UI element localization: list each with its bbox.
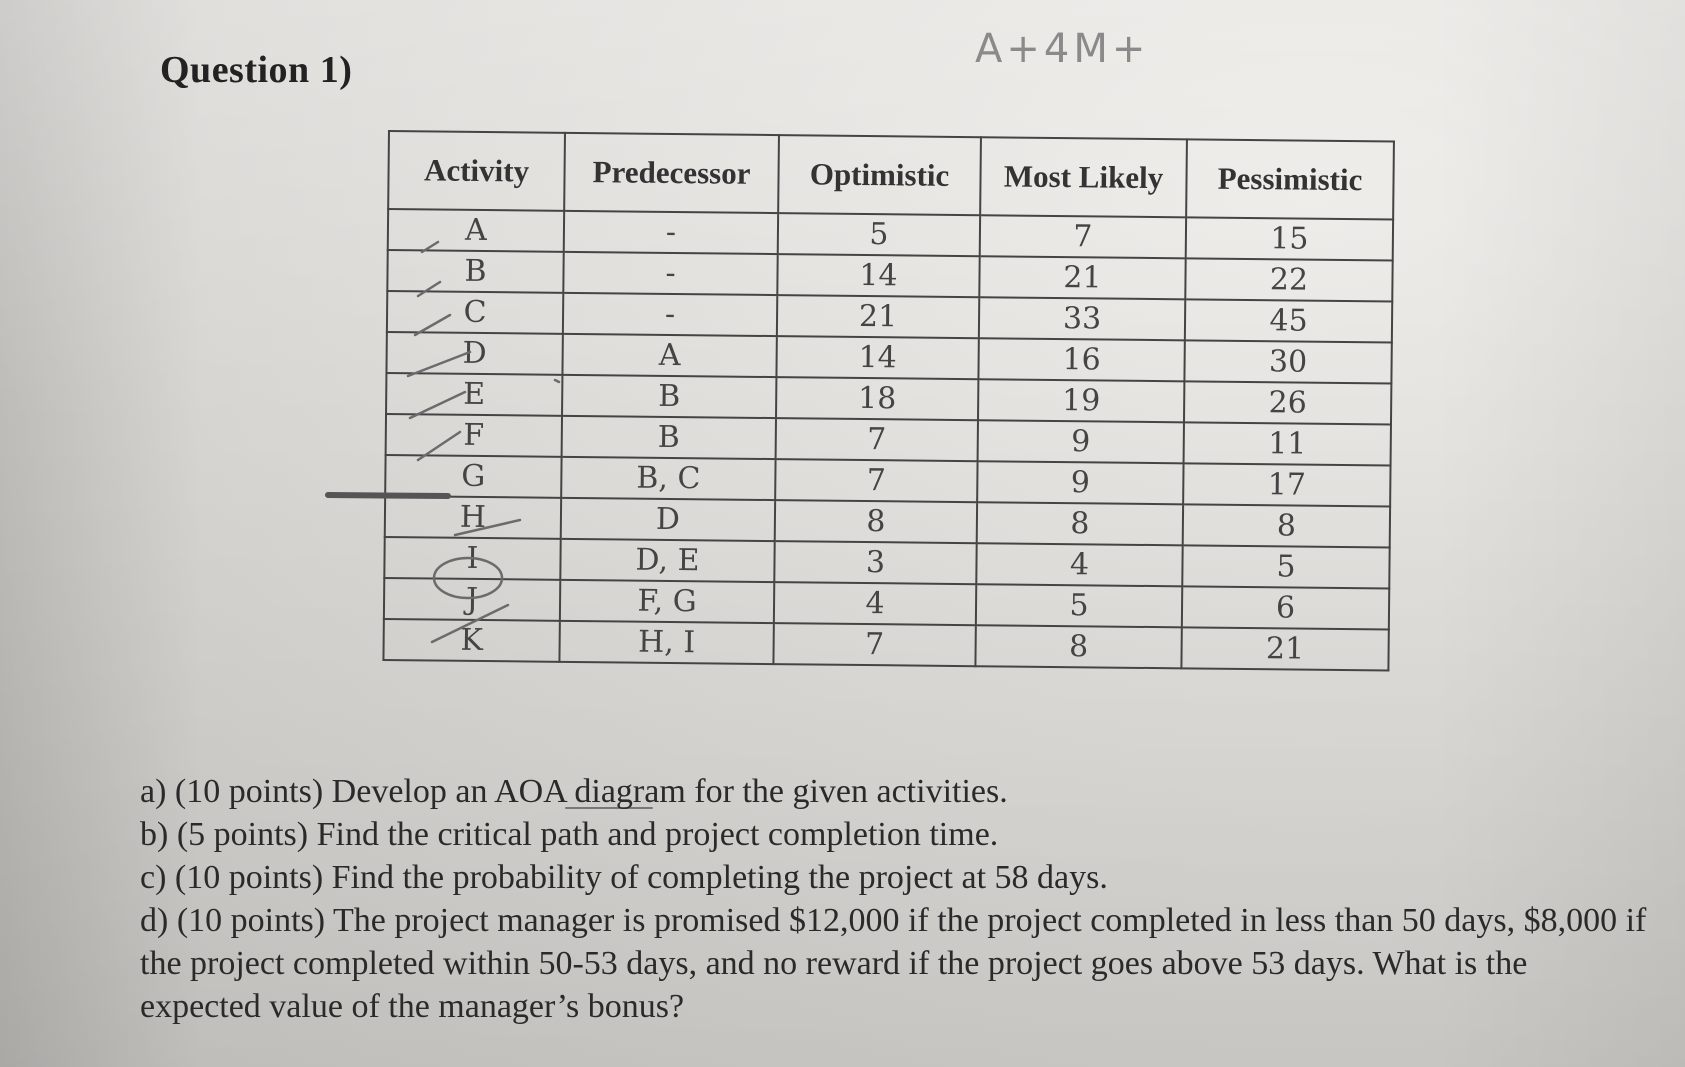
cell-predecessor: - (562, 292, 778, 337)
cell-most-likely: 19 (977, 379, 1185, 423)
cell-optimistic: 7 (775, 459, 978, 503)
cell-predecessor: D (560, 497, 776, 542)
cell-predecessor: B (561, 415, 777, 460)
cell-most-likely: 16 (978, 338, 1185, 382)
header-optimistic: Optimistic (778, 135, 981, 216)
cell-activity: B (387, 250, 564, 293)
header-most-likely: Most Likely (980, 137, 1187, 218)
cell-optimistic: 3 (774, 541, 977, 585)
cell-pessimistic: 5 (1182, 545, 1390, 589)
cell-predecessor: - (563, 251, 778, 296)
cell-predecessor: A (562, 333, 777, 378)
cell-pessimistic: 45 (1184, 299, 1393, 343)
cell-predecessor: D, E (560, 538, 775, 583)
cell-most-likely: 7 (979, 215, 1187, 259)
cell-predecessor: B, C (561, 456, 776, 501)
header-pessimistic: Pessimistic (1186, 139, 1394, 220)
cell-most-likely: 21 (979, 256, 1186, 300)
cell-activity: J (383, 577, 561, 621)
question-a-suffix: diagram for the given activities. (565, 773, 1008, 810)
question-title: Question 1) (160, 49, 353, 91)
activity-table-wrapper: Activity Predecessor Optimistic Most Lik… (382, 130, 1395, 700)
cell-optimistic: 8 (774, 500, 978, 544)
header-predecessor: Predecessor (564, 132, 779, 214)
activity-table: Activity Predecessor Optimistic Most Lik… (382, 130, 1395, 672)
cell-activity: C (386, 291, 564, 334)
cell-optimistic: 7 (773, 623, 976, 667)
cell-most-likely: 4 (976, 543, 1183, 587)
cell-pessimistic: 30 (1184, 340, 1392, 384)
question-list: a) (10 points) Develop an AOA diagram fo… (140, 770, 1650, 1028)
cell-activity: F (385, 413, 563, 457)
question-c: c) (10 points) Find the probability of c… (140, 859, 1108, 896)
cell-predecessor: - (563, 210, 779, 255)
cell-optimistic: 14 (776, 336, 979, 380)
cell-activity: G (385, 454, 562, 498)
cell-most-likely: 8 (976, 502, 1184, 546)
cell-pessimistic: 26 (1183, 381, 1392, 425)
cell-optimistic: 18 (776, 377, 979, 421)
cell-activity: A (387, 209, 565, 252)
cell-predecessor: B (562, 374, 777, 419)
cell-pessimistic: 6 (1181, 586, 1390, 630)
cell-pessimistic: 17 (1183, 463, 1391, 507)
cell-pessimistic: 11 (1183, 422, 1391, 466)
cell-pessimistic: 21 (1181, 627, 1389, 671)
question-a-aoa: AOA (494, 773, 566, 810)
question-d: d) (10 points) The project manager is pr… (140, 902, 1647, 1025)
cell-activity: I (384, 536, 561, 580)
question-b: b) (5 points) Find the critical path and… (140, 816, 999, 853)
cell-most-likely: 9 (977, 420, 1184, 464)
cell-optimistic: 14 (777, 254, 980, 298)
cell-activity: E (386, 372, 563, 416)
cell-most-likely: 33 (978, 297, 1186, 341)
cell-predecessor: H, I (559, 620, 774, 665)
table-header-row: Activity Predecessor Optimistic Most Lik… (388, 131, 1394, 220)
cell-most-likely: 9 (977, 461, 1184, 505)
cell-pessimistic: 8 (1182, 504, 1391, 548)
cell-pessimistic: 22 (1185, 258, 1393, 302)
cell-pessimistic: 15 (1185, 217, 1394, 261)
cell-optimistic: 5 (777, 213, 981, 257)
cell-most-likely: 5 (975, 584, 1183, 628)
cell-activity: H (384, 495, 562, 539)
handwritten-note: A+4M+ (975, 26, 1150, 72)
cell-activity: K (383, 618, 560, 662)
cell-optimistic: 21 (776, 295, 980, 339)
cell-predecessor: F, G (559, 579, 775, 624)
question-a-prefix: a) (10 points) Develop an (140, 773, 495, 810)
header-activity: Activity (388, 131, 565, 211)
cell-most-likely: 8 (975, 625, 1182, 669)
cell-optimistic: 7 (775, 418, 978, 462)
question-a: a) (10 points) Develop an AOA diagram fo… (140, 770, 1650, 813)
cell-activity: D (386, 331, 563, 375)
cell-optimistic: 4 (773, 582, 977, 626)
